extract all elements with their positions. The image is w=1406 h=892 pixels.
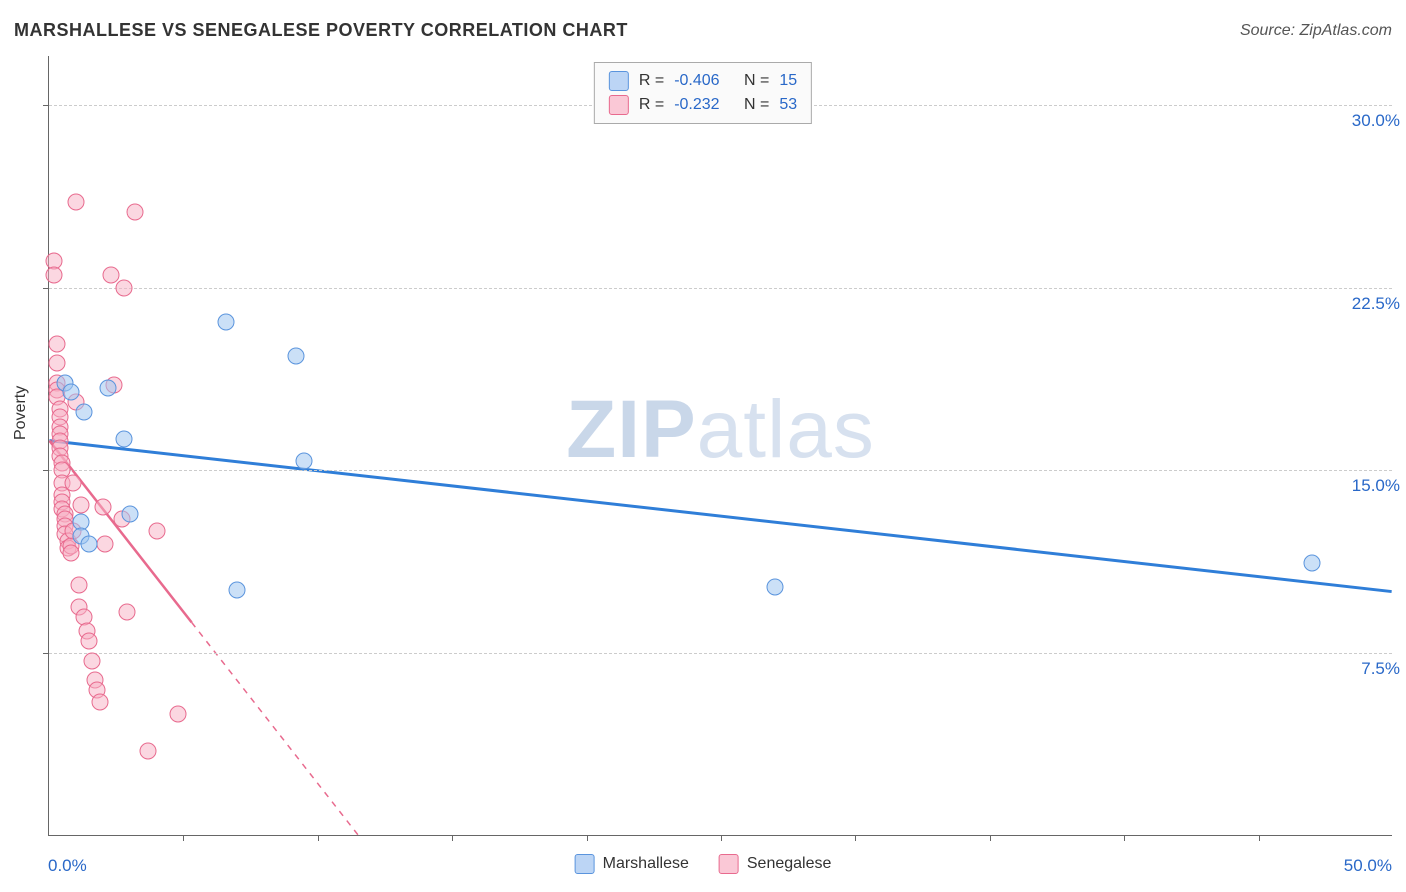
swatch-blue-icon: [575, 854, 595, 874]
y-tick: [43, 288, 49, 289]
data-point-senegalese: [62, 545, 79, 562]
legend-label: Senegalese: [747, 855, 832, 873]
data-point-senegalese: [127, 204, 144, 221]
data-point-senegalese: [70, 576, 87, 593]
data-point-senegalese: [97, 535, 114, 552]
plot-area: ZIPatlas: [48, 56, 1392, 836]
n-label: N =: [744, 93, 769, 117]
y-tick-label: 22.5%: [1352, 294, 1400, 314]
data-point-marshallese: [296, 452, 313, 469]
swatch-pink-icon: [719, 854, 739, 874]
data-point-senegalese: [49, 335, 66, 352]
data-point-senegalese: [94, 498, 111, 515]
data-point-senegalese: [81, 633, 98, 650]
x-tick: [1124, 835, 1125, 841]
data-point-marshallese: [288, 347, 305, 364]
r-value: -0.406: [674, 69, 719, 93]
data-point-senegalese: [46, 267, 63, 284]
x-tick: [452, 835, 453, 841]
legend-stats-row-1: R = -0.232 N = 53: [609, 93, 797, 117]
trend-lines-layer: [49, 56, 1392, 835]
data-point-senegalese: [92, 693, 109, 710]
data-point-senegalese: [116, 279, 133, 296]
data-point-senegalese: [65, 474, 82, 491]
r-label: R =: [639, 93, 664, 117]
x-tick: [990, 835, 991, 841]
y-tick: [43, 653, 49, 654]
chart-title: MARSHALLESE VS SENEGALESE POVERTY CORREL…: [14, 20, 628, 41]
data-point-senegalese: [84, 652, 101, 669]
data-point-senegalese: [140, 742, 157, 759]
y-axis-label: Poverty: [12, 386, 30, 440]
x-axis-max-label: 50.0%: [1344, 856, 1392, 876]
n-label: N =: [744, 69, 769, 93]
x-tick: [318, 835, 319, 841]
legend-series: Marshallese Senegalese: [575, 854, 832, 874]
trend-line-senegalese-dashed: [192, 622, 358, 835]
x-tick: [855, 835, 856, 841]
r-label: R =: [639, 69, 664, 93]
watermark-zip: ZIP: [566, 384, 697, 475]
chart-container: MARSHALLESE VS SENEGALESE POVERTY CORREL…: [0, 0, 1406, 892]
data-point-marshallese: [229, 581, 246, 598]
data-point-senegalese: [148, 523, 165, 540]
swatch-blue-icon: [609, 71, 629, 91]
data-point-marshallese: [218, 313, 235, 330]
data-point-senegalese: [67, 194, 84, 211]
gridline-h: [49, 470, 1392, 471]
n-value: 15: [779, 69, 797, 93]
legend-stats-row-0: R = -0.406 N = 15: [609, 69, 797, 93]
n-value: 53: [779, 93, 797, 117]
legend-item-senegalese: Senegalese: [719, 854, 832, 874]
x-tick: [183, 835, 184, 841]
y-tick-label: 30.0%: [1352, 111, 1400, 131]
source-attribution: Source: ZipAtlas.com: [1240, 22, 1392, 40]
gridline-h: [49, 653, 1392, 654]
data-point-marshallese: [75, 403, 92, 420]
data-point-senegalese: [73, 496, 90, 513]
swatch-pink-icon: [609, 95, 629, 115]
data-point-senegalese: [170, 706, 187, 723]
y-tick-label: 15.0%: [1352, 476, 1400, 496]
data-point-senegalese: [49, 355, 66, 372]
r-value: -0.232: [674, 93, 719, 117]
gridline-h: [49, 288, 1392, 289]
x-tick: [1259, 835, 1260, 841]
data-point-marshallese: [62, 384, 79, 401]
data-point-marshallese: [100, 379, 117, 396]
y-tick-label: 7.5%: [1361, 659, 1400, 679]
x-tick: [721, 835, 722, 841]
data-point-marshallese: [1304, 555, 1321, 572]
trend-line-marshallese: [49, 441, 1391, 592]
data-point-marshallese: [81, 535, 98, 552]
data-point-marshallese: [121, 506, 138, 523]
legend-stats: R = -0.406 N = 15 R = -0.232 N = 53: [594, 62, 812, 124]
y-tick: [43, 470, 49, 471]
data-point-marshallese: [766, 579, 783, 596]
legend-item-marshallese: Marshallese: [575, 854, 689, 874]
data-point-senegalese: [118, 603, 135, 620]
watermark-atlas: atlas: [697, 384, 875, 475]
y-tick: [43, 105, 49, 106]
watermark: ZIPatlas: [566, 383, 875, 477]
data-point-marshallese: [116, 430, 133, 447]
x-axis-origin-label: 0.0%: [48, 856, 87, 876]
legend-label: Marshallese: [603, 855, 689, 873]
x-tick: [587, 835, 588, 841]
